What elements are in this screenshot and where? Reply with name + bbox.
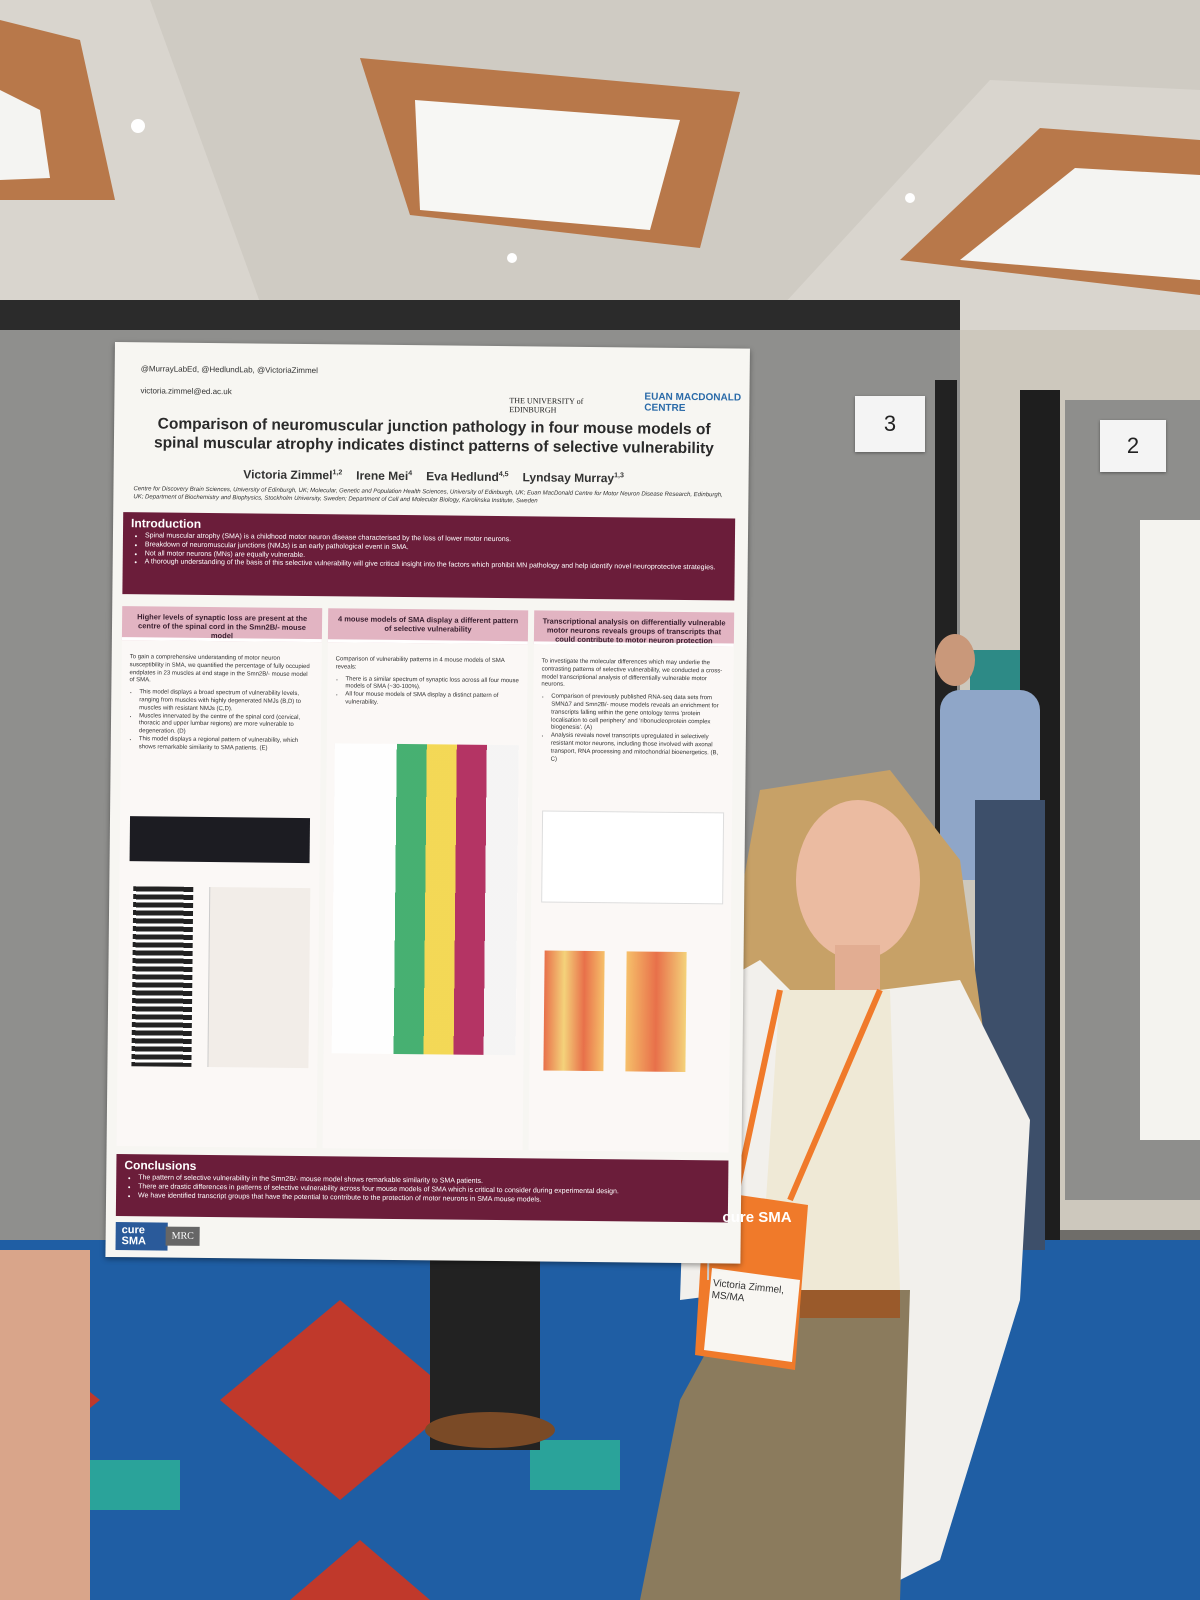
author: Lyndsay Murray1,3 (522, 470, 623, 485)
bullet: This model displays a regional pattern o… (139, 736, 313, 753)
lanyard (787, 988, 883, 1202)
author-affiliation: 4 (408, 470, 413, 478)
section-heading: 4 mouse models of SMA display a differen… (327, 608, 529, 645)
footer-logo: cure SMA (115, 1222, 168, 1251)
figure-diagram (207, 887, 311, 1069)
figure-micrographs (129, 816, 311, 864)
bullet: There is a similar spectrum of synaptic … (345, 676, 519, 693)
poster-email: victoria.zimmel@ed.ac.uk (140, 386, 232, 397)
intro-panel: Introduction Spinal muscular atrophy (SM… (122, 512, 736, 601)
board-frame (0, 300, 960, 330)
poster-affiliations: Centre for Discovery Brain Sciences, Uni… (133, 486, 723, 505)
author-name: Eva Hedlund (426, 469, 499, 485)
author-affiliation: 1,2 (332, 469, 343, 477)
lanyard (732, 989, 783, 1201)
section-heading: Higher levels of synaptic loss are prese… (121, 606, 323, 643)
carpet-pattern (530, 1440, 620, 1490)
ceiling-light (507, 253, 517, 263)
author-name: Victoria Zimmel (243, 467, 333, 483)
section-heading: Transcriptional analysis on differential… (533, 610, 735, 647)
neighbour-poster (1140, 520, 1200, 1140)
bullet: Muscles innervated by the centre of the … (139, 713, 313, 738)
figure-heatmap (543, 950, 605, 1072)
figure-heatmap (625, 951, 687, 1073)
author: Eva Hedlund4,5 (426, 469, 509, 484)
section-text: To investigate the molecular differences… (541, 658, 723, 689)
poster-authors: Victoria Zimmel1,2 Irene Mei4 Eva Hedlund4… (134, 466, 734, 486)
poster: @MurrayLabEd, @HedlundLab, @VictoriaZimm… (105, 342, 750, 1264)
board-number: 3 (855, 396, 925, 452)
figure-table (331, 743, 519, 1056)
bullet: This model displays a broad spectrum of … (139, 689, 313, 714)
carpet-pattern (290, 1540, 430, 1600)
bystander-head (935, 634, 975, 686)
passerby-leg (0, 1250, 90, 1600)
section-text: To gain a comprehensive understanding of… (129, 654, 310, 684)
section-list: Comparison of previously published RNA-s… (551, 694, 726, 766)
section-list: This model displays a broad spectrum of … (139, 689, 314, 753)
poster-handles: @MurrayLabEd, @HedlundLab, @VictoriaZimm… (140, 364, 318, 376)
section: 4 mouse models of SMA display a differen… (322, 608, 529, 1151)
carpet-pattern (220, 1300, 460, 1500)
badge-logo: cure SMA (722, 1209, 792, 1226)
neck (835, 945, 880, 995)
poster-logo: THE UNIVERSITY of EDINBURGH (509, 396, 584, 415)
author: Victoria Zimmel1,2 (243, 467, 342, 482)
bullet: Analysis reveals novel transcripts upreg… (551, 733, 725, 766)
conclusions-panel: Conclusions The pattern of selective vul… (115, 1154, 729, 1223)
author-name: Irene Mei (356, 468, 409, 484)
bullet: Comparison of previously published RNA-s… (551, 694, 725, 735)
carpet-pattern (90, 1460, 180, 1510)
author: Irene Mei4 (356, 469, 412, 484)
skylight (415, 100, 680, 230)
conclusions-list: The pattern of selective vulnerability i… (138, 1174, 728, 1206)
section-list: There is a similar spectrum of synaptic … (345, 676, 519, 709)
ceiling-light (905, 193, 915, 203)
author-name: Lyndsay Murray (522, 470, 615, 486)
face (796, 800, 920, 960)
skylight (960, 168, 1200, 280)
figure-dot-plot (541, 810, 725, 905)
skylight (0, 90, 50, 180)
section-text: Comparison of vulnerability patterns in … (335, 656, 505, 671)
ceiling-light (131, 119, 145, 133)
trousers (640, 1290, 910, 1600)
section: Higher levels of synaptic loss are prese… (116, 606, 323, 1149)
bullet: All four mouse models of SMA display a d… (345, 692, 519, 709)
author-affiliation: 4,5 (498, 471, 509, 479)
poster-title: Comparison of neuromuscular junction pat… (153, 415, 714, 458)
figure-bar-chart (131, 886, 194, 1067)
passerby-shoe (425, 1412, 555, 1448)
author-affiliation: 1,3 (614, 472, 624, 480)
footer-logo: MRC (165, 1226, 200, 1246)
board-number: 2 (1100, 420, 1166, 472)
belt (800, 1290, 900, 1318)
badge-card (704, 1268, 800, 1362)
section: Transcriptional analysis on differential… (528, 610, 735, 1153)
poster-logo: EUAN MACDONALD CENTRE (644, 391, 742, 414)
intro-list: Spinal muscular atrophy (SMA) is a child… (145, 532, 735, 573)
